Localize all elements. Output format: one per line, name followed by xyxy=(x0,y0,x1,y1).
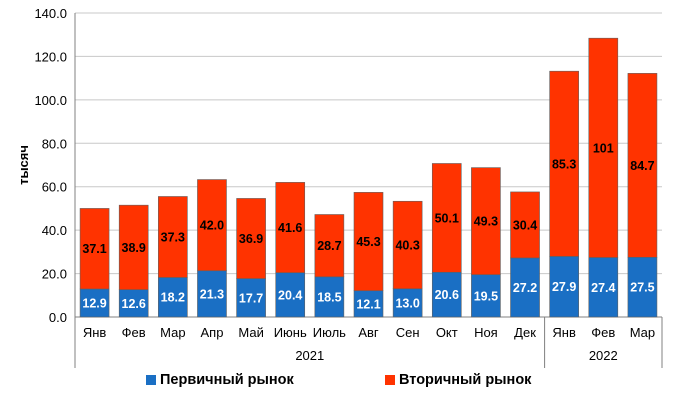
bar-primary xyxy=(510,257,540,318)
bar-secondary xyxy=(549,70,579,257)
y-tick-label: 120.0 xyxy=(34,49,67,64)
data-label-primary: 12.9 xyxy=(82,296,106,310)
data-label-secondary: 40.3 xyxy=(395,239,419,253)
data-label-secondary: 28.7 xyxy=(317,239,341,253)
bar-secondary xyxy=(275,182,306,274)
bar-primary xyxy=(158,277,188,318)
data-label-secondary: 84.7 xyxy=(630,159,654,173)
data-label-secondary: 50.1 xyxy=(435,211,459,225)
x-tick-label: Дек xyxy=(514,325,536,340)
legend-label-secondary: Вторичный рынок xyxy=(399,372,532,388)
bar-secondary xyxy=(158,196,188,278)
bar-secondary xyxy=(79,208,110,290)
x-tick-label: Окт xyxy=(436,325,458,340)
bar-primary xyxy=(549,256,579,318)
legend-item-secondary: Вторичный рынок xyxy=(385,372,531,388)
y-tick-label: 60.0 xyxy=(42,180,67,195)
data-label-secondary: 30.4 xyxy=(513,218,537,232)
bar-secondary xyxy=(627,73,658,258)
data-label-primary: 27.9 xyxy=(552,280,576,294)
bar-primary xyxy=(353,290,384,318)
y-tick-label: 100.0 xyxy=(34,93,67,108)
bar-primary xyxy=(471,274,501,318)
bar-primary xyxy=(236,278,266,318)
x-tick-label: Янв xyxy=(552,325,576,340)
bar-secondary xyxy=(510,191,540,259)
year-label: 2021 xyxy=(295,348,324,363)
data-label-primary: 19.5 xyxy=(474,289,498,303)
data-label-primary: 12.1 xyxy=(356,297,380,311)
year-label: 2022 xyxy=(589,348,618,363)
x-tick-label: Мар xyxy=(160,325,185,340)
x-tick-label: Апр xyxy=(200,325,223,340)
data-label-primary: 17.7 xyxy=(239,291,263,305)
legend-swatch-primary xyxy=(146,375,156,385)
legend-label-primary: Первичный рынок xyxy=(160,372,294,388)
x-tick-label: Фев xyxy=(122,325,146,340)
x-tick-label: Авг xyxy=(358,325,379,340)
data-label-primary: 13.0 xyxy=(395,296,419,310)
x-tick-label: Июнь xyxy=(274,325,307,340)
bar-secondary xyxy=(353,192,384,292)
x-tick-label: Сен xyxy=(396,325,420,340)
data-label-primary: 27.2 xyxy=(513,281,537,295)
bar-primary xyxy=(588,257,619,318)
data-label-primary: 21.3 xyxy=(200,287,224,301)
bar-primary xyxy=(392,288,423,318)
data-label-primary: 20.4 xyxy=(278,288,302,302)
bar-secondary xyxy=(431,163,462,273)
bar-secondary xyxy=(118,204,149,290)
bar-primary xyxy=(431,271,462,318)
data-label-primary: 27.5 xyxy=(630,281,654,295)
bar-primary xyxy=(79,288,110,318)
legend-swatch-secondary xyxy=(385,375,395,385)
y-tick-label: 0.0 xyxy=(49,310,67,325)
data-label-secondary: 49.3 xyxy=(474,215,498,229)
data-label-primary: 27.4 xyxy=(591,281,615,295)
data-label-secondary: 36.9 xyxy=(239,232,263,246)
x-tick-label: Фев xyxy=(591,325,615,340)
legend: Первичный рынок Вторичный рынок xyxy=(0,372,675,392)
data-label-secondary: 41.6 xyxy=(278,221,302,235)
data-label-secondary: 85.3 xyxy=(552,157,576,171)
data-label-primary: 20.6 xyxy=(435,288,459,302)
x-tick-label: Июль xyxy=(313,325,346,340)
data-label-secondary: 42.0 xyxy=(200,219,224,233)
data-label-secondary: 45.3 xyxy=(356,235,380,249)
data-label-secondary: 37.3 xyxy=(161,230,185,244)
data-label-primary: 18.5 xyxy=(317,290,341,304)
legend-item-primary: Первичный рынок xyxy=(146,372,294,388)
bar-secondary xyxy=(392,200,423,290)
x-tick-label: Мар xyxy=(630,325,655,340)
y-tick-label: 140.0 xyxy=(34,6,67,21)
data-label-secondary: 101 xyxy=(593,141,614,155)
y-tick-label: 40.0 xyxy=(42,223,67,238)
data-label-primary: 12.6 xyxy=(122,297,146,311)
bar-secondary xyxy=(236,198,266,279)
y-tick-label: 20.0 xyxy=(42,267,67,282)
bar-secondary xyxy=(588,37,619,258)
y-axis-title: тысяч xyxy=(16,145,31,185)
y-tick-label: 80.0 xyxy=(42,136,67,151)
bar-secondary xyxy=(314,214,345,278)
bar-primary xyxy=(627,256,658,318)
bar-secondary xyxy=(197,179,227,272)
data-label-primary: 18.2 xyxy=(161,291,185,305)
x-tick-label: Ноя xyxy=(474,325,498,340)
x-tick-label: Май xyxy=(238,325,263,340)
data-label-secondary: 37.1 xyxy=(82,242,106,256)
bar-secondary xyxy=(471,167,501,275)
data-label-secondary: 38.9 xyxy=(122,241,146,255)
x-tick-label: Янв xyxy=(83,325,107,340)
